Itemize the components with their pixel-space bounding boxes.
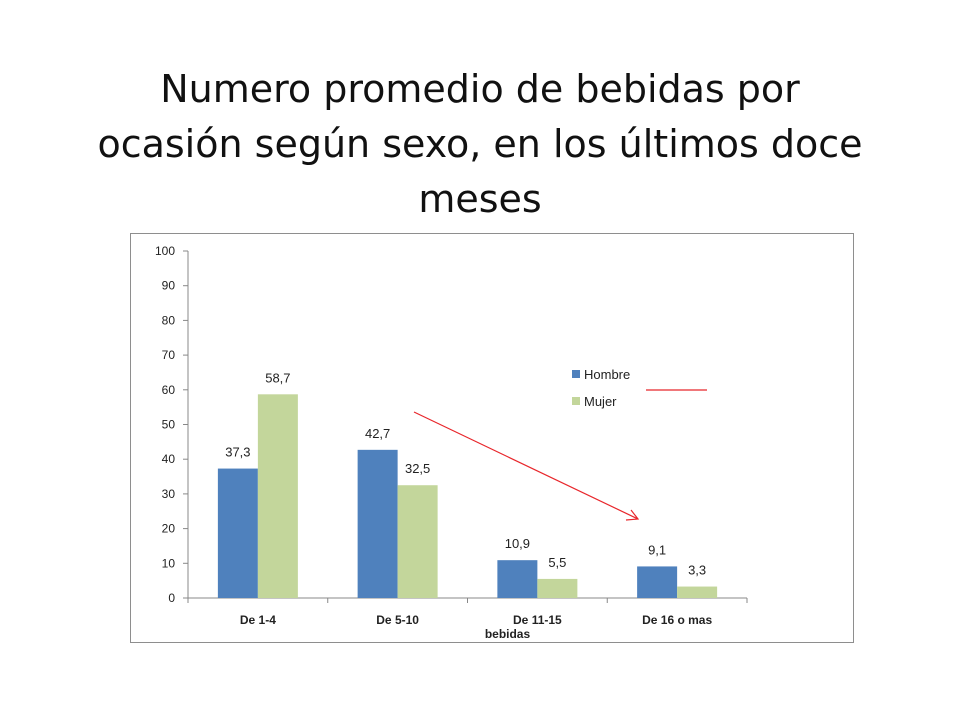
data-label-mujer: 5,5 — [548, 555, 566, 570]
x-category-label: De 5-10 — [376, 613, 419, 627]
bar-hombre — [637, 566, 678, 598]
slide-title: Numero promedio de bebidas por ocasión s… — [40, 62, 920, 227]
y-tick-label: 10 — [162, 556, 176, 570]
y-tick-label: 90 — [162, 279, 176, 293]
legend: Hombre Mujer — [572, 367, 630, 409]
axes: 0 10 20 30 40 50 60 70 80 90 100 De 1-4 De 5-10 De 11… — [155, 244, 748, 641]
data-label-mujer: 58,7 — [265, 370, 290, 385]
bar-hombre — [217, 468, 258, 598]
x-category-label: De 1-4 — [240, 613, 276, 627]
data-label-hombre: 37,3 — [225, 445, 250, 460]
y-tick-label: 80 — [162, 313, 176, 327]
trend-arrow-line — [413, 411, 639, 520]
bar-mujer — [537, 578, 578, 598]
legend-swatch-mujer — [572, 397, 580, 405]
data-label-mujer: 32,5 — [405, 461, 430, 476]
x-axis-title: bebidas — [485, 627, 531, 641]
y-tick-label: 50 — [162, 418, 176, 432]
y-tick-label: 30 — [162, 487, 176, 501]
title-line-1: Numero promedio de bebidas por — [160, 67, 800, 111]
data-label-hombre: 9,1 — [648, 542, 666, 557]
bar-mujer — [257, 394, 298, 598]
data-labels: 37,3 58,7 42,7 32,5 10,9 5,5 9,1 3,3 — [225, 370, 706, 577]
legend-label-mujer: Mujer — [584, 394, 617, 409]
annotations — [413, 389, 707, 521]
title-line-2: ocasión según sexo, en los últimos doce — [97, 122, 863, 166]
bars — [217, 394, 718, 598]
y-tick-label: 70 — [162, 348, 176, 362]
data-label-hombre: 42,7 — [365, 426, 390, 441]
y-tick-label: 60 — [162, 383, 176, 397]
y-tick-label: 40 — [162, 452, 176, 466]
data-label-hombre: 10,9 — [505, 536, 530, 551]
chart-frame: 0 10 20 30 40 50 60 70 80 90 100 De 1-4 De 5-10 De 11… — [130, 233, 854, 643]
x-category-label: De 16 o mas — [642, 613, 712, 627]
y-tick-label: 100 — [155, 244, 175, 258]
bar-chart: 0 10 20 30 40 50 60 70 80 90 100 De 1-4 De 5-10 De 11… — [155, 244, 748, 641]
legend-label-hombre: Hombre — [584, 367, 630, 382]
bar-hombre — [497, 560, 538, 598]
data-label-mujer: 3,3 — [688, 563, 706, 578]
y-tick-label: 20 — [162, 522, 176, 536]
bar-mujer — [397, 485, 438, 598]
trend-arrow-head — [625, 509, 640, 521]
bar-hombre — [357, 449, 398, 598]
y-tick-label: 0 — [168, 591, 175, 605]
x-category-label: De 11-15 — [513, 613, 562, 627]
bar-mujer — [677, 586, 718, 598]
legend-swatch-hombre — [572, 370, 580, 378]
title-line-3: meses — [418, 177, 542, 221]
